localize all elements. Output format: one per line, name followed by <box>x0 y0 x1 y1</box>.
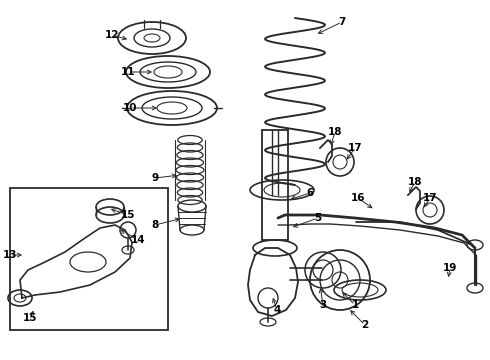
Text: 10: 10 <box>123 103 137 113</box>
Text: 17: 17 <box>348 143 362 153</box>
Text: 12: 12 <box>105 30 119 40</box>
Text: 15: 15 <box>23 313 37 323</box>
Text: 18: 18 <box>328 127 342 137</box>
Text: 11: 11 <box>121 67 135 77</box>
Text: 13: 13 <box>3 250 17 260</box>
Bar <box>10 188 168 330</box>
Text: 14: 14 <box>131 235 146 245</box>
Text: 1: 1 <box>351 300 359 310</box>
Text: 5: 5 <box>315 213 321 223</box>
Text: 18: 18 <box>408 177 422 187</box>
Text: 4: 4 <box>273 305 281 315</box>
Text: 16: 16 <box>351 193 365 203</box>
Text: 6: 6 <box>306 188 314 198</box>
Text: 19: 19 <box>443 263 457 273</box>
Text: 15: 15 <box>121 210 135 220</box>
Text: 9: 9 <box>151 173 159 183</box>
Text: 7: 7 <box>338 17 345 27</box>
Text: 2: 2 <box>362 320 368 330</box>
Text: 8: 8 <box>151 220 159 230</box>
Text: 3: 3 <box>319 300 327 310</box>
Text: 17: 17 <box>423 193 437 203</box>
